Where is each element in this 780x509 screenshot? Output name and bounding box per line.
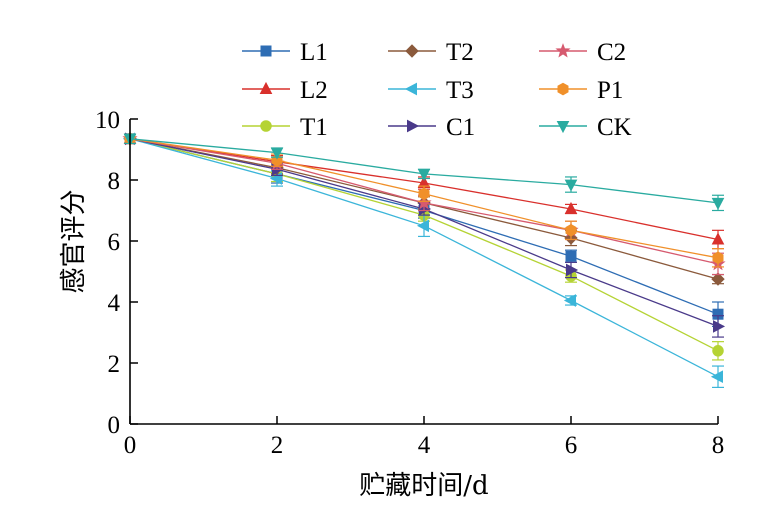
legend-label: C1 <box>446 114 475 141</box>
legend-label: C2 <box>597 39 626 66</box>
legend-marker <box>405 44 419 58</box>
x-axis-title: 贮藏时间/d <box>359 471 488 501</box>
legend-item-t1: T1 <box>242 114 328 141</box>
data-point-ck <box>564 179 578 192</box>
legend-item-c1: C1 <box>388 114 475 141</box>
y-tick-label: 4 <box>108 290 121 317</box>
legend-label: T1 <box>300 114 328 141</box>
plot-area <box>122 130 726 388</box>
legend-item-t3: T3 <box>388 77 474 104</box>
legend-marker <box>555 43 571 58</box>
y-tick-label: 8 <box>108 168 121 195</box>
y-tick-label: 2 <box>108 351 121 378</box>
data-point-c1 <box>713 320 726 333</box>
x-tick-label: 6 <box>565 432 578 459</box>
legend-marker <box>260 120 272 132</box>
legend-label: T3 <box>446 77 474 104</box>
data-point-t2 <box>711 272 725 286</box>
data-point-c1 <box>566 263 579 277</box>
data-point-l2 <box>564 201 578 214</box>
data-point-t3 <box>563 294 576 307</box>
x-tick-label: 4 <box>418 432 431 459</box>
legend-label: CK <box>597 114 632 141</box>
data-point-t1 <box>712 345 724 357</box>
series-t1 <box>124 133 724 361</box>
series-c2 <box>122 130 726 276</box>
data-point-t3 <box>416 219 429 233</box>
legend-item-ck: CK <box>539 114 632 141</box>
y-tick-label: 6 <box>108 229 121 256</box>
x-tick-label: 2 <box>271 432 284 459</box>
legend-item-p1: P1 <box>539 77 623 104</box>
axes: 0 2 4 6 8 10 0 2 4 6 8 <box>95 107 724 459</box>
y-tick-label: 0 <box>108 412 121 439</box>
legend: L1 L2 T1 T2 T3 C1 C2 P1 CK <box>242 39 632 141</box>
x-tick-label: 0 <box>124 432 137 459</box>
data-point-l1 <box>565 250 577 262</box>
legend-item-c2: C2 <box>539 39 626 66</box>
data-point-p1 <box>418 187 430 201</box>
legend-label: L2 <box>300 77 328 104</box>
data-point-ck <box>711 197 725 210</box>
data-point-p1 <box>565 224 577 237</box>
y-tick-label: 10 <box>95 107 120 134</box>
legend-item-t2: T2 <box>388 39 474 66</box>
legend-item-l2: L2 <box>242 77 328 104</box>
legend-marker <box>260 45 272 57</box>
legend-marker <box>556 121 570 134</box>
legend-marker <box>557 82 569 96</box>
legend-label: L1 <box>300 39 328 66</box>
legend-label: T2 <box>446 39 474 66</box>
legend-label: P1 <box>597 77 623 104</box>
legend-marker <box>259 81 273 94</box>
legend-marker <box>407 119 420 133</box>
legend-item-l1: L1 <box>242 39 328 66</box>
x-tick-label: 8 <box>712 432 725 459</box>
data-point-ck <box>270 147 284 160</box>
legend-marker <box>404 82 417 96</box>
data-point-t3 <box>710 370 723 384</box>
data-point-l2 <box>711 232 725 245</box>
data-point-p1 <box>712 251 724 265</box>
data-point-ck <box>417 168 431 181</box>
y-axis-title: 感官评分 <box>59 189 89 293</box>
